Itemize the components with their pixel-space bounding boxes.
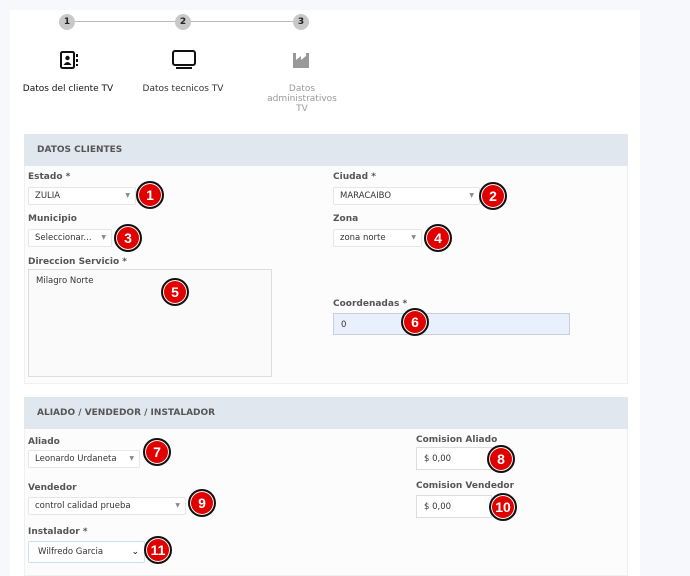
section-title: ALIADO / VENDEDOR / INSTALADOR: [24, 397, 628, 429]
aliado-label: Aliado: [28, 437, 60, 447]
caret-down-icon: ▼: [411, 234, 416, 241]
stepper-line: [191, 21, 301, 22]
instalador-label: Instalador *: [28, 527, 88, 537]
estado-label: Estado *: [28, 172, 71, 182]
step-1-label[interactable]: Datos del cliente TV: [22, 84, 114, 94]
comision-aliado-label: Comision Aliado: [416, 435, 498, 445]
caret-down-icon: ▼: [175, 502, 180, 509]
estado-value: ZULIA: [35, 191, 61, 201]
chevron-down-icon: ⌄: [131, 547, 139, 557]
aliado-value: Leonardo Urdaneta: [35, 454, 117, 464]
step-2-circle[interactable]: 2: [175, 14, 191, 30]
ciudad-value: MARACAIBO: [340, 191, 392, 201]
annotation-badge: 5: [161, 278, 189, 306]
instalador-select[interactable]: Wilfredo Garcia ⌄: [28, 541, 145, 563]
caret-down-icon: ▼: [129, 455, 134, 462]
caret-down-icon: ▼: [469, 192, 474, 199]
annotation-badge: 8: [487, 445, 515, 473]
annotation-badge: 2: [479, 182, 507, 210]
municipio-select[interactable]: Seleccionar... ▼: [28, 229, 112, 247]
annotation-badge: 6: [401, 308, 429, 336]
municipio-label: Municipio: [28, 214, 77, 224]
contact-book-icon: [60, 51, 78, 69]
annotation-badge: 9: [188, 489, 216, 517]
comision-vendedor-label: Comision Vendedor: [416, 481, 515, 491]
zona-value: zona norte: [340, 233, 386, 243]
vendedor-value: control calidad prueba: [35, 501, 131, 511]
caret-down-icon: ▼: [125, 192, 130, 199]
section-title: DATOS CLIENTES: [24, 134, 628, 166]
zona-label: Zona: [333, 214, 359, 224]
estado-select[interactable]: ZULIA ▼: [28, 187, 136, 205]
monitor-icon: [172, 50, 196, 69]
aliado-select[interactable]: Leonardo Urdaneta ▼: [28, 450, 140, 468]
municipio-value: Seleccionar...: [35, 233, 92, 243]
comision-aliado-input[interactable]: $ 0,00: [416, 447, 492, 470]
zona-select[interactable]: zona norte ▼: [333, 229, 422, 247]
ciudad-select[interactable]: MARACAIBO ▼: [333, 187, 480, 205]
step-2-label[interactable]: Datos tecnicos TV: [142, 84, 224, 94]
step-3-label[interactable]: Datos administrativos TV: [267, 84, 337, 114]
factory-icon: [293, 53, 309, 68]
step-1-circle[interactable]: 1: [59, 14, 75, 30]
coordenadas-label: Coordenadas *: [333, 299, 408, 309]
annotation-badge: 11: [144, 536, 172, 564]
direccion-label: Direccion Servicio *: [28, 257, 127, 267]
annotation-badge: 3: [114, 224, 142, 252]
caret-down-icon: ▼: [101, 234, 106, 241]
coordenadas-input[interactable]: 0: [333, 313, 570, 335]
annotation-badge: 7: [143, 438, 171, 466]
step-3-circle[interactable]: 3: [293, 14, 309, 30]
direccion-textarea[interactable]: Milagro Norte: [28, 269, 272, 377]
comision-vendedor-input[interactable]: $ 0,00: [416, 495, 492, 518]
annotation-badge: 10: [489, 493, 517, 521]
stepper-line: [75, 21, 183, 22]
annotation-badge: 1: [136, 181, 164, 209]
annotation-badge: 4: [424, 224, 452, 252]
instalador-value: Wilfredo Garcia: [38, 547, 104, 557]
ciudad-label: Ciudad *: [333, 172, 376, 182]
vendedor-label: Vendedor: [28, 483, 77, 493]
vendedor-select[interactable]: control calidad prueba ▼: [28, 497, 186, 515]
